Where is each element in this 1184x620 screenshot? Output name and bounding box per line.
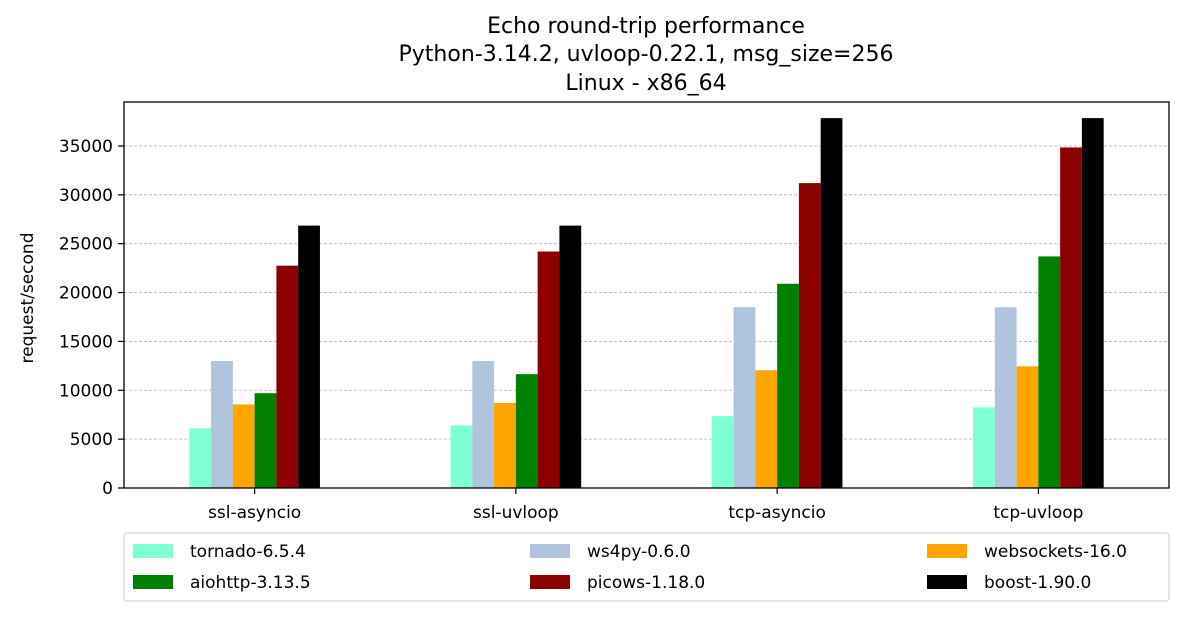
y-tick-label: 20000 <box>59 284 113 304</box>
x-tick-label: ssl-asyncio <box>208 503 301 523</box>
bar-picows-tcp-uvloop <box>1060 147 1082 489</box>
x-tick-label: tcp-uvloop <box>993 503 1083 523</box>
bar-picows-tcp-asyncio <box>798 183 821 488</box>
bar-aiohttp-tcp-asyncio <box>777 283 799 488</box>
bar-websockets-ssl-asyncio <box>232 404 255 488</box>
bar-aiohttp-ssl-uvloop <box>515 374 538 488</box>
y-tick-label: 10000 <box>59 381 113 401</box>
bar-boost-tcp-asyncio <box>820 118 843 488</box>
y-tick-label: 30000 <box>59 186 113 206</box>
legend-item-ws4py: ws4py-0.6.0 <box>530 542 691 562</box>
legend-item-tornado: tornado-6.5.4 <box>133 542 306 562</box>
legend-label: ws4py-0.6.0 <box>587 542 691 562</box>
legend-swatch <box>530 544 570 558</box>
legend-swatch <box>133 544 173 558</box>
bar-picows-ssl-uvloop <box>537 251 560 488</box>
y-tick-label: 35000 <box>59 137 113 157</box>
legend-item-picows: picows-1.18.0 <box>530 573 705 593</box>
bar-boost-tcp-uvloop <box>1081 118 1104 488</box>
legend-swatch <box>927 575 967 589</box>
legend-swatch <box>530 575 570 589</box>
legend-label: aiohttp-3.13.5 <box>190 573 311 593</box>
y-tick-label: 15000 <box>59 332 113 352</box>
legend-label: boost-1.90.0 <box>984 573 1091 593</box>
bar-ws4py-ssl-asyncio <box>211 360 233 488</box>
legend-swatch <box>927 544 967 558</box>
bar-tornado-ssl-asyncio <box>189 428 212 488</box>
bars <box>189 118 1104 489</box>
bar-websockets-ssl-uvloop <box>494 402 516 488</box>
legend-label: websockets-16.0 <box>984 542 1127 562</box>
legend: tornado-6.5.4 ws4py-0.6.0 websockets-16.0 a… <box>123 532 1170 602</box>
bar-ws4py-tcp-asyncio <box>733 307 756 488</box>
bar-tornado-ssl-uvloop <box>450 425 473 488</box>
bar-ws4py-ssl-uvloop <box>472 360 495 488</box>
y-axis-label: request/second <box>18 233 38 364</box>
bar-picows-ssl-asyncio <box>276 265 299 488</box>
x-axis-ticks: ssl-asyncio ssl-uvloop tcp-asyncio tcp-uvlo… <box>208 488 1083 523</box>
y-axis-ticks: 0 5000 10000 15000 20000 25000 30000 35000 <box>59 137 124 499</box>
chart-title-line-2: Python-3.14.2, uvloop-0.22.1, msg_size=2… <box>399 42 894 67</box>
legend-label: tornado-6.5.4 <box>190 542 306 562</box>
y-tick-label: 5000 <box>70 430 113 450</box>
bar-boost-ssl-uvloop <box>559 225 582 488</box>
bar-aiohttp-tcp-uvloop <box>1038 256 1061 488</box>
bar-aiohttp-ssl-asyncio <box>254 393 277 488</box>
chart-title: Echo round-trip performance Python-3.14.… <box>399 14 894 96</box>
x-tick-label: tcp-asyncio <box>728 503 826 523</box>
chart-title-line-1: Echo round-trip performance <box>487 14 805 39</box>
bar-boost-ssl-asyncio <box>298 225 320 488</box>
bar-ws4py-tcp-uvloop <box>994 307 1017 488</box>
bar-websockets-tcp-uvloop <box>1016 366 1039 488</box>
legend-swatch <box>133 575 173 589</box>
legend-item-websockets: websockets-16.0 <box>927 542 1127 562</box>
chart-title-line-3: Linux - x86_64 <box>565 71 726 96</box>
y-tick-label: 25000 <box>59 235 113 255</box>
legend-label: picows-1.18.0 <box>587 573 705 593</box>
bar-tornado-tcp-asyncio <box>711 416 734 488</box>
legend-item-boost: boost-1.90.0 <box>927 573 1091 593</box>
bar-tornado-tcp-uvloop <box>973 407 995 488</box>
y-tick-label: 0 <box>102 479 113 499</box>
plot-area-frame <box>123 101 1170 489</box>
legend-item-aiohttp: aiohttp-3.13.5 <box>133 573 311 593</box>
bar-websockets-tcp-asyncio <box>755 370 778 488</box>
legend-frame <box>123 532 1170 602</box>
x-tick-label: ssl-uvloop <box>473 503 559 523</box>
